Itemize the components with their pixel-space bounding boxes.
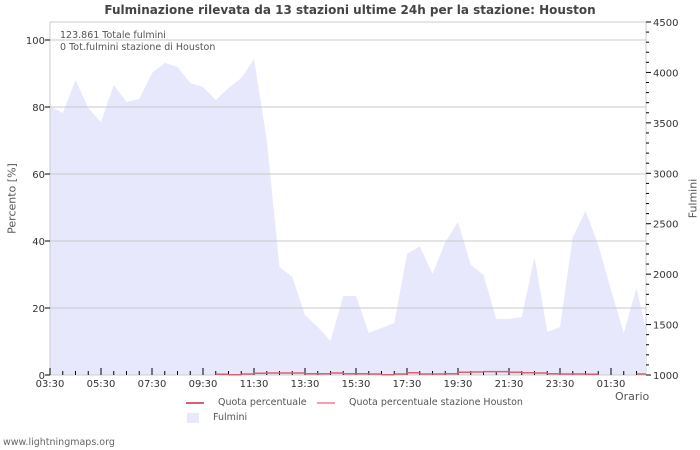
legend-swatch-quota xyxy=(186,401,204,404)
legend-label-quota: Quota percentuale xyxy=(218,397,307,408)
y2-tick-label: 2000 xyxy=(653,270,678,281)
x-tick-label: 19:30 xyxy=(444,379,473,390)
left-axis-label: Percento [%] xyxy=(5,163,19,234)
y-tick-label: 0 xyxy=(39,371,45,382)
x-tick-label: 05:30 xyxy=(87,379,116,390)
y2-tick-label: 4000 xyxy=(653,68,678,79)
footer-source: www.lightningmaps.org xyxy=(3,437,115,448)
legend-item-quota-station: Quota percentuale stazione Houston xyxy=(317,397,523,408)
y-tick-label: 20 xyxy=(32,304,45,315)
x-tick-label: 09:30 xyxy=(189,379,218,390)
x-axis-label: Orario xyxy=(615,390,650,403)
x-tick-label: 15:30 xyxy=(342,379,371,390)
y2-tick-label: 1500 xyxy=(653,321,678,332)
x-tick-label: 01:30 xyxy=(597,379,626,390)
fulmini-area xyxy=(50,59,646,375)
x-tick-label: 23:30 xyxy=(546,379,575,390)
y2-tick-label: 3500 xyxy=(653,119,678,130)
y2-tick-label: 2500 xyxy=(653,220,678,231)
y2-tick-label: 1000 xyxy=(653,371,678,382)
quota-line xyxy=(215,370,646,376)
x-tick-label: 11:30 xyxy=(240,379,269,390)
legend-swatch-quota-station xyxy=(317,401,335,404)
x-tick-label: 13:30 xyxy=(291,379,320,390)
y2-tick-label: 4500 xyxy=(653,18,678,29)
legend-label-fulmini: Fulmini xyxy=(213,412,248,423)
y2-tick-label: 3000 xyxy=(653,169,678,180)
y-tick-label: 60 xyxy=(32,170,45,181)
right-axis-label: Fulmini xyxy=(686,178,700,219)
legend-item-quota: Quota percentuale xyxy=(186,397,307,408)
y-tick-label: 40 xyxy=(32,237,45,248)
x-tick-label: 07:30 xyxy=(138,379,167,390)
x-tick-label: 03:30 xyxy=(36,379,65,390)
chart-title: Fulminazione rilevata da 13 stazioni ult… xyxy=(104,3,596,17)
x-tick-label: 17:30 xyxy=(393,379,422,390)
legend-item-fulmini: Fulmini xyxy=(184,412,247,423)
legend-swatch-fulmini xyxy=(187,412,199,423)
y-tick-label: 100 xyxy=(26,36,45,47)
station-strikes-annotation: 0 Tot.fulmini stazione di Houston xyxy=(60,42,216,53)
x-tick-label: 21:30 xyxy=(495,379,524,390)
total-strikes-annotation: 123.861 Totale fulmini xyxy=(60,30,166,41)
y-tick-label: 80 xyxy=(32,103,45,114)
legend-label-quota-station: Quota percentuale stazione Houston xyxy=(349,397,523,408)
